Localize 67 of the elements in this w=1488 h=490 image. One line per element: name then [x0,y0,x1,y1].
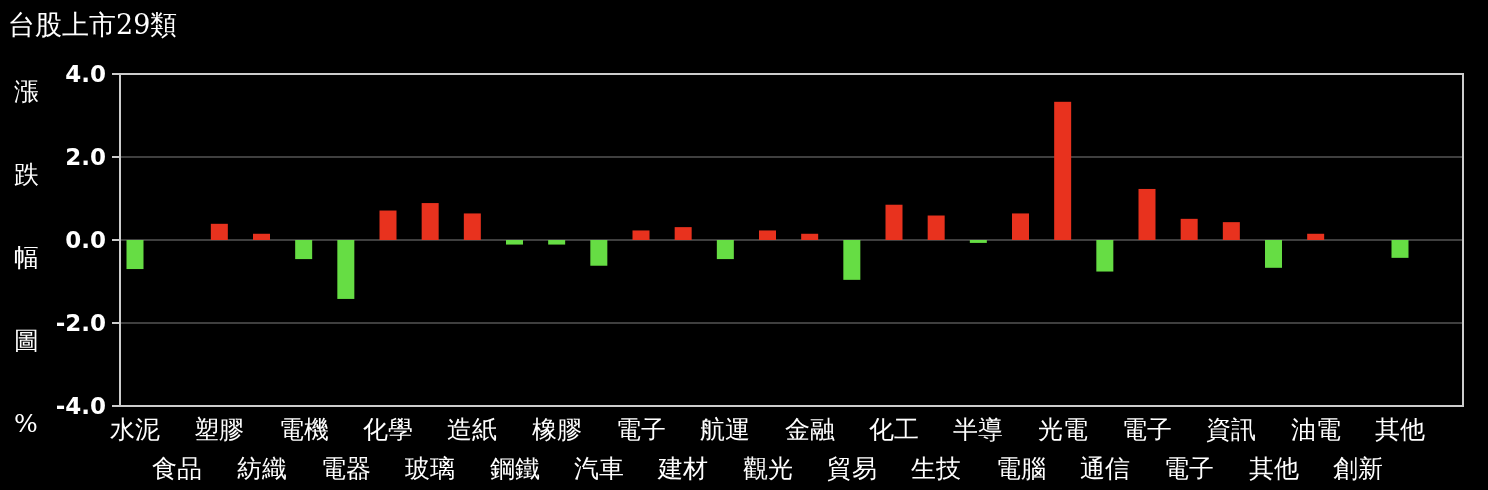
x-tick-label: 電子 [1122,415,1172,444]
bar [674,227,692,240]
y-tick-label: 0.0 [65,227,106,253]
bar [590,240,608,266]
x-tick-label: 造紙 [447,415,498,444]
x-tick-label: 航運 [700,415,751,444]
bar [1265,240,1282,268]
bar [126,240,144,270]
x-tick-label: 通信 [1079,454,1130,483]
bar [548,240,566,245]
bar [337,240,355,299]
text: 漲跌幅圖% [13,77,39,438]
x-tick-label: 紡織 [236,454,287,483]
x-tick-label: 電器 [320,454,371,483]
x-tick-label: 貿易 [826,454,877,483]
bar [801,233,819,240]
x-tick-label: 光電 [1037,415,1088,444]
bar [759,230,776,240]
bar [1180,218,1198,240]
y-tick-label: 4.0 [65,61,106,87]
y-tick-label: -2.0 [55,310,106,336]
bar [379,210,397,240]
x-tick-label: 生技 [911,454,962,483]
x-tick-label: 橡膠 [531,415,582,444]
x-tick-label: 半導 [953,415,1004,444]
x-tick-label: 其他 [1375,415,1425,444]
x-tick-label: 玻璃 [405,454,456,483]
y-tick-label: 2.0 [65,144,106,170]
bar [716,240,734,260]
bar [1307,233,1325,240]
x-tick-label: 化工 [869,415,919,444]
bar [1012,213,1029,240]
bar [1391,240,1409,258]
x-tick-label: 油電 [1290,415,1341,444]
x-tick-label: 化學 [363,415,413,444]
bar [1222,222,1240,240]
chart-title: 台股上市29類 [8,9,178,40]
y-tick-label: -4.0 [55,393,106,419]
x-tick-label: 電子 [1164,454,1215,483]
bar [1138,188,1156,240]
bar [632,230,650,240]
bar [1054,101,1072,240]
x-tick-label: 塑膠 [194,415,245,444]
bar [463,213,481,240]
bar [885,204,903,240]
x-tick-label: 創新 [1332,454,1383,483]
bar [421,203,439,240]
bar [210,223,228,240]
x-tick-label: 鋼鐵 [489,454,540,483]
bar [295,240,313,260]
x-tick-label: 水泥 [110,415,160,444]
bar [843,240,861,280]
x-tick-label: 電腦 [995,454,1046,483]
x-tick-label: 資訊 [1206,415,1257,444]
x-tick-label: 其他 [1248,454,1299,483]
x-tick-label: 觀光 [742,454,793,483]
bar [506,240,523,245]
x-tick-label: 電子 [616,415,666,444]
bar [969,240,987,243]
x-tick-label: 電機 [278,415,329,444]
bar [253,233,270,240]
x-tick-label: 建材 [657,454,709,483]
bar [927,215,945,240]
x-tick-label: 食品 [152,454,203,483]
x-tick-label: 金融 [784,415,835,444]
bar [1096,240,1114,272]
x-tick-label: 汽車 [573,454,624,483]
